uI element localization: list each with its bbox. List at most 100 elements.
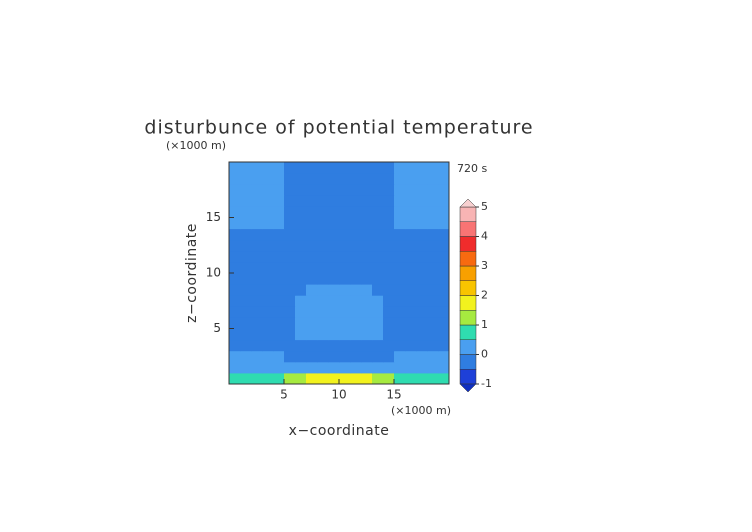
y-unit: (×1000 m)	[166, 139, 226, 152]
field-cell	[295, 239, 307, 252]
field-cell	[306, 328, 318, 341]
field-cell	[361, 250, 373, 263]
field-cell	[284, 206, 296, 218]
field-cell	[339, 261, 351, 274]
field-cell	[273, 184, 285, 196]
field-cell	[416, 162, 428, 174]
field-cell	[328, 339, 340, 352]
field-cell	[394, 217, 406, 230]
field-cell	[328, 273, 340, 285]
field-cell	[416, 372, 428, 385]
field-cell	[317, 173, 329, 185]
field-cell	[295, 295, 307, 307]
y-tick-label: 15	[206, 210, 221, 224]
colorbar-over	[459, 198, 477, 208]
field-cell	[284, 339, 296, 352]
field-cell	[328, 228, 340, 241]
field-cell	[416, 328, 428, 341]
field-cell	[284, 173, 296, 185]
field-cell	[416, 195, 428, 207]
field-cell	[383, 162, 395, 174]
field-cell	[273, 317, 285, 329]
field-cell	[427, 295, 439, 307]
field-cell	[273, 261, 285, 274]
field-cell	[328, 206, 340, 218]
field-cell	[405, 317, 417, 329]
field-cell	[262, 217, 274, 230]
field-cell	[251, 339, 263, 352]
field-cell	[328, 261, 340, 274]
field-cell	[383, 273, 395, 285]
field-cell	[394, 295, 406, 307]
field-cell	[262, 184, 274, 196]
field-cell	[339, 372, 351, 385]
field-cell	[427, 206, 439, 218]
field-cell	[273, 295, 285, 307]
field-cell	[306, 284, 318, 296]
field	[229, 162, 450, 385]
field-cell	[361, 239, 373, 252]
field-cell	[394, 206, 406, 218]
field-cell	[438, 162, 450, 174]
field-cell	[383, 361, 395, 374]
field-cell	[262, 306, 274, 318]
field-cell	[306, 372, 318, 385]
field-cell	[284, 306, 296, 318]
field-cell	[284, 195, 296, 207]
colorbar-tick-label: 1	[481, 318, 488, 331]
colorbar-band	[459, 206, 477, 222]
field-cell	[273, 195, 285, 207]
field-cell	[405, 239, 417, 252]
colorbar-band	[459, 310, 477, 326]
field-cell	[372, 273, 384, 285]
field-cell	[350, 239, 362, 252]
field-cell	[427, 339, 439, 352]
field-cell	[317, 361, 329, 374]
field-cell	[251, 206, 263, 218]
field-cell	[438, 350, 450, 363]
field-cell	[295, 361, 307, 374]
field-cell	[383, 184, 395, 196]
field-cell	[229, 372, 241, 385]
field-cell	[306, 173, 318, 185]
field-cell	[229, 306, 241, 318]
field-cell	[361, 217, 373, 230]
field-cell	[262, 195, 274, 207]
field-cell	[240, 317, 252, 329]
field-cell	[284, 328, 296, 341]
field-cell	[251, 261, 263, 274]
field-cell	[383, 250, 395, 263]
axes: 5 10 15 5 10 15 -1 0 1 2 3 4 5	[206, 161, 492, 402]
field-cell	[240, 173, 252, 185]
field-cell	[427, 284, 439, 296]
field-cell	[251, 184, 263, 196]
field-cell	[383, 350, 395, 363]
field-cell	[372, 184, 384, 196]
field-cell	[361, 273, 373, 285]
field-cell	[427, 228, 439, 241]
field-cell	[438, 228, 450, 241]
field-cell	[372, 328, 384, 341]
field-cell	[339, 228, 351, 241]
field-cell	[306, 317, 318, 329]
field-cell	[438, 184, 450, 196]
field-cell	[394, 173, 406, 185]
field-cell	[339, 195, 351, 207]
field-cell	[372, 228, 384, 241]
field-cell	[383, 284, 395, 296]
field-cell	[339, 250, 351, 263]
field-cell	[416, 273, 428, 285]
field-cell	[372, 306, 384, 318]
field-cell	[383, 173, 395, 185]
field-cell	[317, 261, 329, 274]
field-cell	[229, 162, 241, 174]
field-cell	[372, 350, 384, 363]
field-cell	[405, 162, 417, 174]
field-cell	[416, 173, 428, 185]
field-cell	[295, 162, 307, 174]
colorbar-tick-label: 3	[481, 259, 488, 272]
field-cell	[394, 306, 406, 318]
field-cell	[229, 261, 241, 274]
y-tick-label: 10	[206, 266, 221, 280]
colorbar-band	[459, 339, 477, 355]
